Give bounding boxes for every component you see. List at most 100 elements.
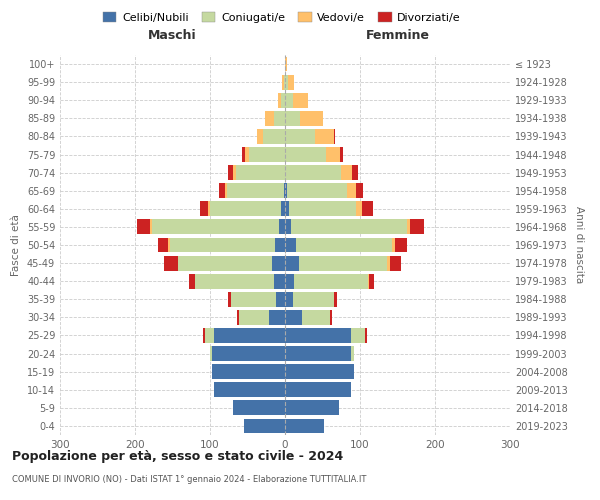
Bar bbox=[341, 165, 352, 180]
Bar bbox=[369, 274, 373, 288]
Bar bbox=[340, 147, 343, 162]
Bar bbox=[289, 202, 356, 216]
Text: Popolazione per età, sesso e stato civile - 2024: Popolazione per età, sesso e stato civil… bbox=[12, 450, 343, 463]
Bar bbox=[212, 364, 285, 379]
Bar bbox=[210, 346, 212, 361]
Text: Femmine: Femmine bbox=[365, 30, 430, 43]
Bar bbox=[150, 220, 151, 234]
Bar bbox=[285, 382, 351, 397]
Bar bbox=[285, 238, 296, 252]
Bar bbox=[189, 274, 195, 288]
Bar bbox=[164, 256, 178, 270]
Y-axis label: Anni di nascita: Anni di nascita bbox=[574, 206, 584, 284]
Bar bbox=[285, 364, 354, 379]
Bar bbox=[285, 400, 339, 415]
Bar bbox=[392, 238, 395, 252]
Bar bbox=[334, 292, 337, 306]
Bar bbox=[285, 418, 324, 434]
Bar bbox=[285, 184, 287, 198]
Bar bbox=[242, 147, 245, 162]
Bar bbox=[285, 220, 291, 234]
Bar bbox=[271, 256, 285, 270]
Bar bbox=[210, 202, 281, 216]
Bar bbox=[285, 292, 293, 306]
Bar bbox=[269, 310, 285, 325]
Legend: Celibi/Nubili, Coniugati/e, Vedovi/e, Divorziati/e: Celibi/Nubili, Coniugati/e, Vedovi/e, Di… bbox=[99, 8, 465, 28]
Bar bbox=[300, 111, 323, 126]
Bar bbox=[390, 256, 401, 270]
Bar bbox=[137, 220, 150, 234]
Bar bbox=[285, 74, 288, 90]
Bar bbox=[285, 93, 293, 108]
Bar bbox=[195, 274, 274, 288]
Text: Maschi: Maschi bbox=[148, 30, 197, 43]
Bar bbox=[276, 292, 285, 306]
Bar bbox=[208, 202, 210, 216]
Bar bbox=[285, 111, 300, 126]
Bar bbox=[284, 74, 285, 90]
Bar bbox=[296, 238, 392, 252]
Bar bbox=[239, 310, 269, 325]
Bar bbox=[274, 274, 285, 288]
Bar bbox=[249, 147, 285, 162]
Bar bbox=[274, 111, 285, 126]
Bar bbox=[302, 310, 330, 325]
Y-axis label: Fasce di età: Fasce di età bbox=[11, 214, 21, 276]
Bar bbox=[315, 129, 334, 144]
Bar bbox=[233, 400, 285, 415]
Bar bbox=[288, 74, 294, 90]
Bar bbox=[170, 238, 275, 252]
Bar bbox=[214, 382, 285, 397]
Bar bbox=[352, 165, 358, 180]
Bar bbox=[285, 310, 302, 325]
Bar bbox=[326, 147, 340, 162]
Bar bbox=[285, 56, 287, 72]
Bar bbox=[284, 184, 285, 198]
Bar bbox=[279, 220, 285, 234]
Bar bbox=[365, 328, 367, 343]
Bar bbox=[285, 147, 326, 162]
Bar bbox=[285, 165, 341, 180]
Bar bbox=[231, 292, 276, 306]
Bar bbox=[362, 202, 373, 216]
Bar bbox=[291, 220, 407, 234]
Bar bbox=[203, 328, 205, 343]
Bar bbox=[228, 165, 233, 180]
Bar bbox=[287, 184, 347, 198]
Bar bbox=[285, 202, 289, 216]
Bar bbox=[299, 256, 387, 270]
Bar bbox=[293, 292, 334, 306]
Bar bbox=[205, 328, 214, 343]
Bar bbox=[294, 274, 367, 288]
Bar bbox=[219, 184, 225, 198]
Bar bbox=[236, 165, 285, 180]
Bar bbox=[227, 184, 284, 198]
Bar bbox=[293, 93, 308, 108]
Bar bbox=[351, 346, 354, 361]
Bar bbox=[257, 129, 263, 144]
Bar bbox=[178, 256, 271, 270]
Bar bbox=[263, 129, 285, 144]
Bar bbox=[168, 238, 170, 252]
Bar bbox=[200, 202, 208, 216]
Bar bbox=[244, 418, 285, 434]
Bar bbox=[351, 328, 365, 343]
Bar bbox=[237, 310, 239, 325]
Bar bbox=[281, 93, 285, 108]
Text: COMUNE DI INVORIO (NO) - Dati ISTAT 1° gennaio 2024 - Elaborazione TUTTITALIA.IT: COMUNE DI INVORIO (NO) - Dati ISTAT 1° g… bbox=[12, 475, 367, 484]
Bar bbox=[330, 310, 331, 325]
Bar bbox=[214, 328, 285, 343]
Bar bbox=[356, 202, 362, 216]
Bar bbox=[225, 184, 227, 198]
Bar bbox=[228, 292, 231, 306]
Bar bbox=[355, 184, 363, 198]
Bar bbox=[245, 147, 249, 162]
Bar bbox=[367, 274, 369, 288]
Bar bbox=[285, 129, 315, 144]
Bar bbox=[265, 111, 274, 126]
Bar bbox=[275, 238, 285, 252]
Bar bbox=[395, 238, 407, 252]
Bar bbox=[212, 346, 285, 361]
Bar bbox=[233, 165, 236, 180]
Bar bbox=[282, 74, 284, 90]
